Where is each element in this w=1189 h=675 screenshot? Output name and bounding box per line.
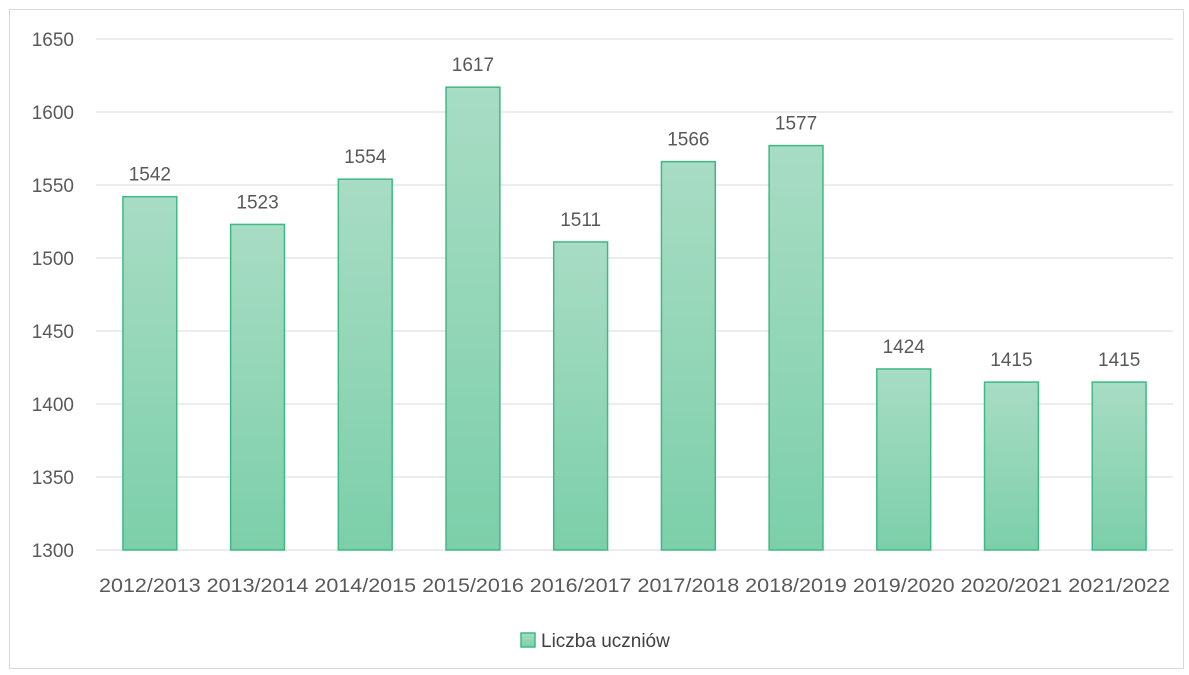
bar-2014-2015 xyxy=(337,178,393,551)
legend: Liczba uczniów xyxy=(520,631,670,652)
data-label: 1617 xyxy=(452,55,494,76)
y-axis: 1300 1350 1400 1450 1500 1550 1600 1650 xyxy=(32,30,74,562)
x-tick-label: 2012/2013 xyxy=(99,576,201,597)
data-label: 1542 xyxy=(129,165,171,186)
data-label: 1523 xyxy=(236,192,278,213)
data-label: 1415 xyxy=(990,350,1032,371)
data-label: 1577 xyxy=(775,114,817,135)
x-tick-label: 2020/2021 xyxy=(961,576,1063,597)
bar-2020-2021 xyxy=(983,381,1040,551)
bar-2016-2017 xyxy=(552,241,609,551)
bar-2017-2018 xyxy=(660,160,717,551)
x-axis: 2012/2013 2013/2014 2014/2015 2015/2016 2016… xyxy=(99,576,1170,597)
x-tick-label: 2021/2022 xyxy=(1068,576,1170,597)
bar-2018-2019 xyxy=(768,144,824,551)
y-tick-label: 1350 xyxy=(32,468,74,489)
x-tick-label: 2016/2017 xyxy=(530,576,632,597)
data-label: 1415 xyxy=(1098,350,1140,371)
legend-swatch xyxy=(520,632,536,648)
x-tick-label: 2019/2020 xyxy=(853,576,955,597)
data-labels: 1542 1523 1554 1617 1511 1566 1577 1424 1415 1415 xyxy=(129,55,1141,371)
x-tick-label: 2018/2019 xyxy=(745,576,847,597)
bar-2021-2022 xyxy=(1091,381,1147,551)
y-tick-label: 1550 xyxy=(32,176,74,197)
x-tick-label: 2013/2014 xyxy=(207,576,309,597)
bar-2013-2014 xyxy=(229,223,286,551)
x-tick-label: 2017/2018 xyxy=(638,576,740,597)
y-tick-label: 1450 xyxy=(32,322,74,343)
y-tick-label: 1600 xyxy=(32,103,74,124)
legend-label: Liczba uczniów xyxy=(541,631,670,652)
data-label: 1566 xyxy=(667,130,709,151)
y-tick-label: 1300 xyxy=(32,541,74,562)
bar-2019-2020 xyxy=(876,368,932,551)
y-tick-label: 1500 xyxy=(32,249,74,270)
x-tick-label: 2015/2016 xyxy=(422,576,524,597)
y-tick-label: 1400 xyxy=(32,395,74,416)
data-label: 1424 xyxy=(883,337,926,358)
bars xyxy=(122,86,1147,551)
x-tick-label: 2014/2015 xyxy=(314,576,416,597)
bar-2015-2016 xyxy=(445,86,501,551)
data-label: 1554 xyxy=(344,147,387,168)
data-label: 1511 xyxy=(560,210,601,231)
bar-2012-2013 xyxy=(122,195,178,551)
y-tick-label: 1650 xyxy=(32,30,74,51)
